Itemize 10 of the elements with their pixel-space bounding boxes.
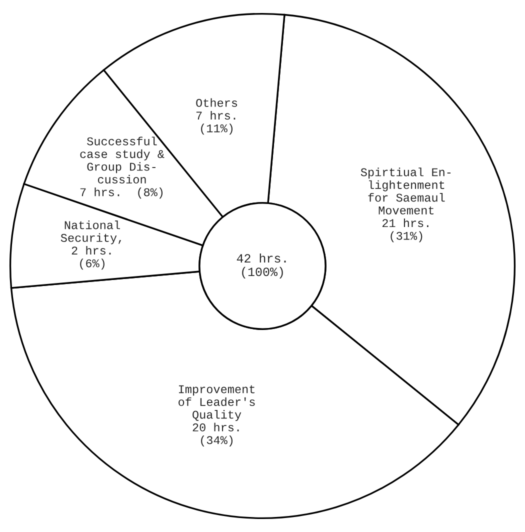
slice-label: Successful case study & Group Dis- cussion (80, 136, 164, 184)
slice-label: National Security, 2 hrs. (6%) (60, 220, 122, 270)
data-label: 21 hrs. (31%) (382, 218, 428, 242)
data-label: 20 hrs. (34%) (192, 422, 239, 446)
slice-label: Spirtiual En- lightenment for Saemaul Movement (360, 168, 451, 214)
data-label: 7 hrs. (11%) (196, 110, 236, 135)
text: 42 hrs. (100%) (236, 253, 286, 279)
data-label: 7 hrs. (8%) (80, 188, 163, 199)
slice-label: Improvement of Leader's Quality (178, 385, 255, 422)
slice-label: Others (196, 98, 238, 107)
